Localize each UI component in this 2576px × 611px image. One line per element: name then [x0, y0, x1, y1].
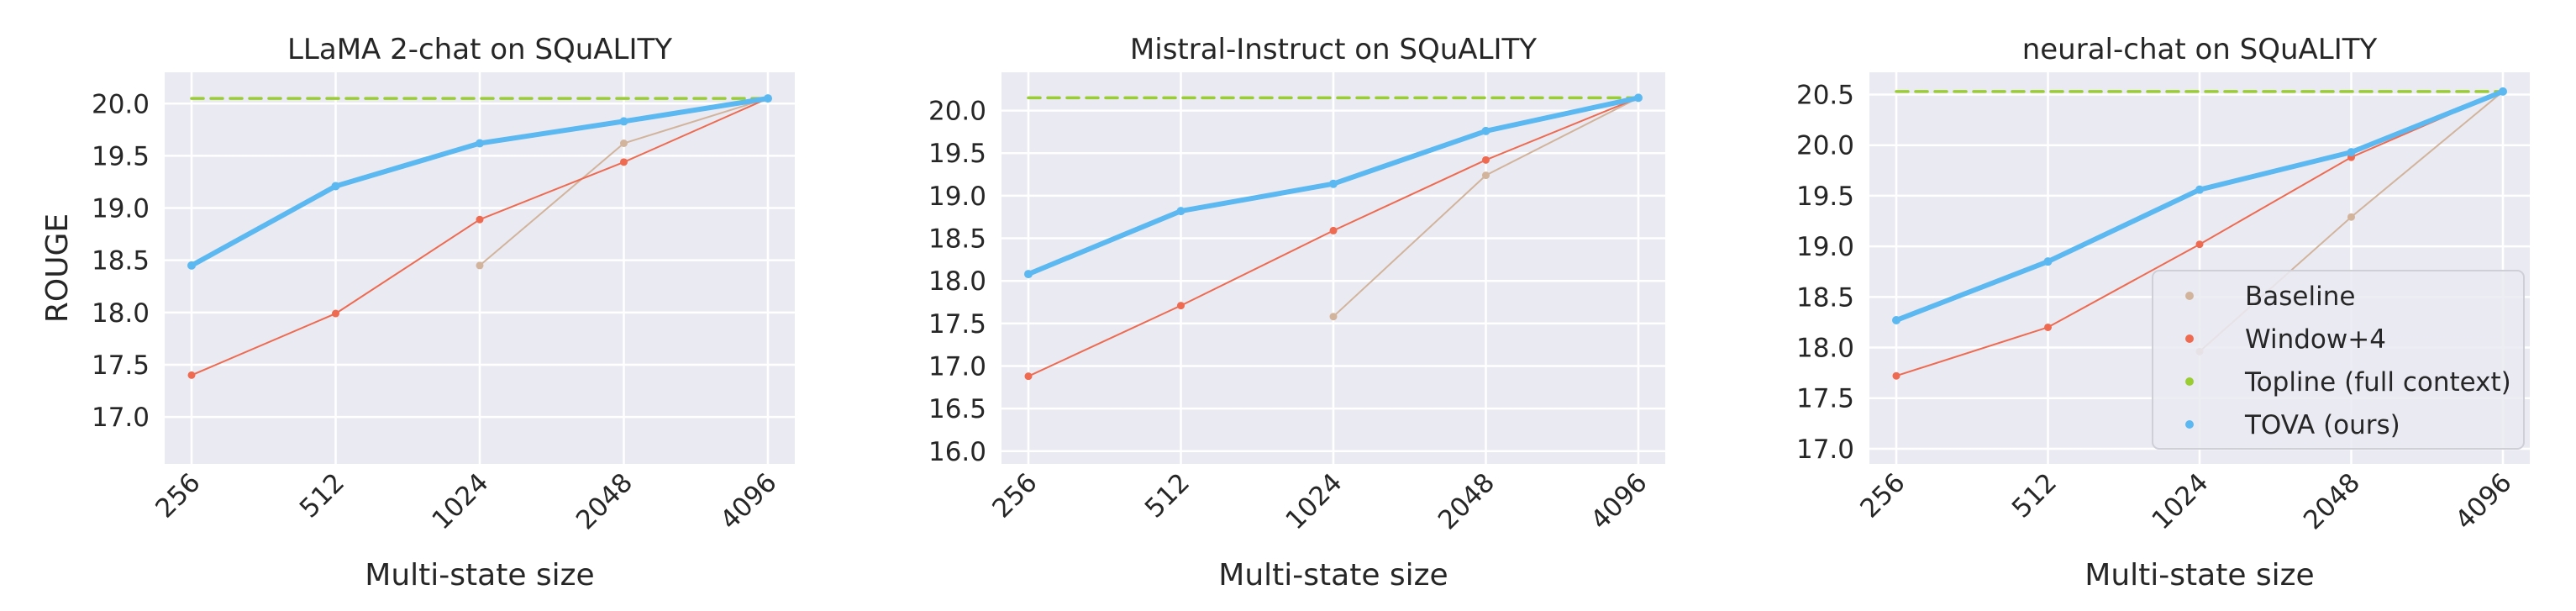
x-axis-label: Multi-state size: [2084, 558, 2314, 593]
x-tick-label: 256: [150, 467, 206, 524]
y-tick-label: 17.5: [92, 350, 150, 381]
data-point-window4: [2195, 240, 2204, 249]
data-point-window4: [1177, 302, 1185, 310]
y-tick-label: 19.0: [92, 194, 150, 224]
data-point-window4: [2044, 323, 2052, 331]
legend: Baseline Window+4 Topline (full context) TO…: [2152, 270, 2525, 450]
x-tick-label: 2048: [570, 467, 639, 535]
data-point-baseline: [1482, 171, 1490, 180]
y-tick-label: 16.0: [928, 437, 986, 467]
data-point-baseline: [1329, 313, 1338, 321]
legend-label: TOVA (ours): [2244, 410, 2400, 440]
y-tick-label: 17.0: [1796, 435, 1854, 465]
y-tick-label: 17.0: [928, 352, 986, 382]
data-point-window4: [1892, 371, 1900, 380]
legend-label: Topline (full context): [2244, 367, 2511, 398]
data-point-window4: [332, 309, 339, 318]
data-point-window4: [1024, 372, 1033, 381]
x-tick-label: 512: [1139, 467, 1196, 524]
x-axis-label: Multi-state size: [365, 558, 594, 593]
y-tick-label: 18.0: [1796, 334, 1854, 364]
data-point-tova: [2499, 87, 2507, 96]
legend-box: [2152, 270, 2525, 450]
legend-marker-0: [2185, 292, 2194, 300]
y-axis-label: ROUGE: [40, 213, 75, 323]
data-point-tova: [1176, 207, 1185, 216]
data-point-tova: [476, 139, 484, 148]
legend-marker-2: [2185, 377, 2194, 386]
data-point-tova: [2347, 148, 2356, 157]
data-point-window4: [476, 215, 484, 224]
y-tick-label: 18.5: [92, 246, 150, 277]
y-tick-label: 16.5: [928, 394, 986, 424]
data-point-tova: [1329, 179, 1338, 188]
panel-title: neural-chat on SQuALITY: [2022, 33, 2378, 66]
y-tick-label: 19.0: [928, 182, 986, 212]
data-point-window4: [1329, 226, 1338, 234]
y-tick-label: 20.0: [1796, 131, 1854, 161]
data-point-baseline: [620, 140, 628, 148]
panel-llama: 17.0 17.5 18.0 18.5 19.0 19.5 20.0 256 512 1024 20…: [40, 33, 795, 593]
x-tick-label: 256: [986, 467, 1043, 524]
y-tick-label: 19.0: [1796, 232, 1854, 262]
x-tick-label: 1024: [2146, 467, 2214, 535]
y-tick-label: 18.5: [928, 224, 986, 255]
y-tick-label: 19.5: [1796, 182, 1854, 212]
panel-mistral: 16.0 16.5 17.0 17.5 18.0 18.5 19.0 19.5 20.0 256 5…: [928, 33, 1665, 593]
data-point-baseline: [2347, 213, 2355, 221]
data-point-tova: [331, 182, 340, 191]
panel-title: Mistral-Instruct on SQuALITY: [1130, 33, 1537, 66]
data-point-tova: [187, 261, 196, 270]
data-point-baseline: [476, 261, 484, 270]
x-tick-label: 512: [2006, 467, 2063, 524]
y-tick-label: 17.5: [1796, 384, 1854, 414]
y-tick-label: 18.5: [1796, 282, 1854, 313]
x-tick-label: 4096: [714, 467, 782, 535]
x-tick-label: 512: [294, 467, 350, 524]
x-tick-label: 1024: [426, 467, 494, 535]
data-point-tova: [1024, 270, 1033, 279]
legend-label: Baseline: [2245, 282, 2355, 312]
y-tick-label: 20.0: [928, 97, 986, 127]
legend-marker-1: [2185, 334, 2194, 343]
panel-title: LLaMA 2-chat on SQuALITY: [287, 33, 672, 66]
x-tick-label: 2048: [1433, 467, 1501, 535]
x-tick-label: 1024: [1280, 467, 1348, 535]
y-tick-label: 17.5: [928, 309, 986, 340]
data-point-window4: [620, 158, 628, 166]
data-point-tova: [2195, 185, 2204, 194]
data-point-tova: [764, 94, 772, 103]
data-point-tova: [1892, 316, 1900, 325]
y-tick-label: 20.5: [1796, 80, 1854, 110]
legend-label: Window+4: [2245, 324, 2386, 355]
x-axis-label: Multi-state size: [1218, 558, 1448, 593]
y-tick-label: 17.0: [92, 403, 150, 433]
data-point-window4: [187, 371, 196, 379]
y-tick-label: 19.5: [928, 139, 986, 169]
data-point-tova: [619, 117, 628, 126]
data-point-tova: [2043, 257, 2053, 266]
x-tick-label: 2048: [2298, 467, 2366, 535]
x-tick-label: 256: [1854, 467, 1911, 524]
legend-marker-3: [2185, 420, 2194, 429]
y-tick-label: 18.0: [92, 298, 150, 329]
data-point-tova: [1634, 93, 1643, 103]
x-tick-label: 4096: [1585, 467, 1653, 535]
x-tick-label: 4096: [2449, 467, 2517, 535]
y-tick-label: 18.0: [928, 266, 986, 297]
data-point-window4: [1482, 155, 1490, 164]
data-point-tova: [1481, 126, 1490, 135]
y-tick-label: 20.0: [92, 89, 150, 119]
y-tick-label: 19.5: [92, 141, 150, 171]
